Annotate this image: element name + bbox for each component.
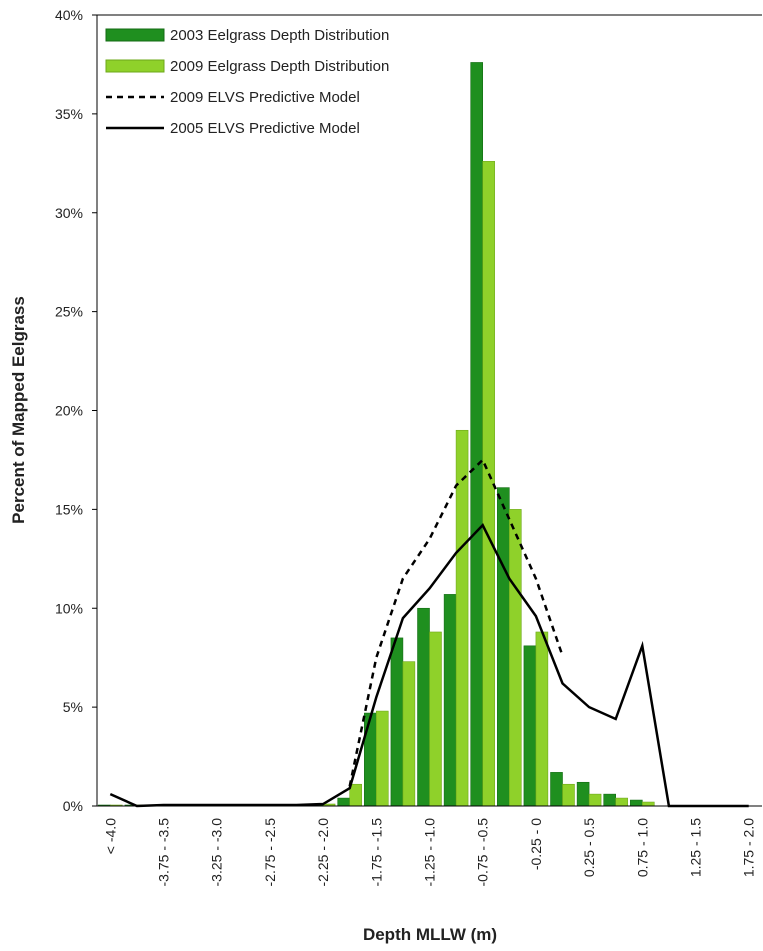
y-tick-label: 35% <box>55 106 83 122</box>
bar <box>470 62 484 807</box>
x-tick-label: -3.25 - -3.0 <box>209 818 225 887</box>
x-tick-label: 0.25 - 0.5 <box>581 818 597 877</box>
bar <box>417 607 430 807</box>
y-tick-label: 30% <box>55 205 83 221</box>
y-axis-title: Percent of Mapped Eelgrass <box>9 296 28 524</box>
bar <box>375 710 389 807</box>
y-tick-label: 0% <box>63 798 83 814</box>
bar <box>429 631 442 807</box>
bar <box>550 772 563 807</box>
y-tick-label: 25% <box>55 304 83 320</box>
x-tick-label: 1.75 - 2.0 <box>741 818 757 877</box>
bar <box>615 797 628 807</box>
bar <box>641 801 655 807</box>
y-tick-label: 20% <box>55 403 83 419</box>
legend-swatch <box>105 28 165 42</box>
x-tick-label: -3.75 - -3.5 <box>156 818 172 887</box>
bar <box>402 661 416 807</box>
x-tick-label: -2.75 - -2.5 <box>262 818 278 887</box>
bar <box>482 161 495 807</box>
y-tick-label: 15% <box>55 501 83 517</box>
legend-label: 2005 ELVS Predictive Model <box>170 120 360 137</box>
bar <box>390 637 404 807</box>
x-tick-label: -2.25 - -2.0 <box>315 818 331 887</box>
y-tick-label: 10% <box>55 600 83 616</box>
bar <box>508 509 522 807</box>
x-tick-label: -1.25 - -1.0 <box>422 818 438 887</box>
legend-label: 2009 Eelgrass Depth Distribution <box>170 58 389 75</box>
x-tick-label: -0.25 - 0 <box>528 818 544 870</box>
x-tick-label: -1.75 - -1.5 <box>368 818 384 887</box>
bar <box>588 793 602 807</box>
bar <box>337 797 351 807</box>
bar <box>349 783 362 807</box>
legend-label: 2003 Eelgrass Depth Distribution <box>170 27 389 44</box>
bar <box>603 793 616 807</box>
bar <box>562 783 575 807</box>
bar <box>443 594 457 807</box>
legend-swatch <box>105 59 165 73</box>
bar <box>364 712 377 807</box>
model-line <box>348 457 564 787</box>
bar <box>535 631 549 807</box>
x-tick-label: 0.75 - 1.0 <box>634 818 650 877</box>
bar <box>455 429 469 807</box>
x-axis-title: Depth MLLW (m) <box>363 925 497 944</box>
bar <box>576 781 590 807</box>
model-line <box>109 523 749 808</box>
bar <box>497 487 510 807</box>
bar <box>630 799 643 807</box>
x-tick-label: < -4.0 <box>102 818 118 854</box>
y-tick-label: 40% <box>55 7 83 23</box>
legend-label: 2009 ELVS Predictive Model <box>170 89 360 106</box>
x-tick-label: 1.25 - 1.5 <box>688 818 704 877</box>
x-tick-label: -0.75 - -0.5 <box>475 818 491 887</box>
y-tick-label: 5% <box>63 699 83 715</box>
bar <box>523 645 537 807</box>
